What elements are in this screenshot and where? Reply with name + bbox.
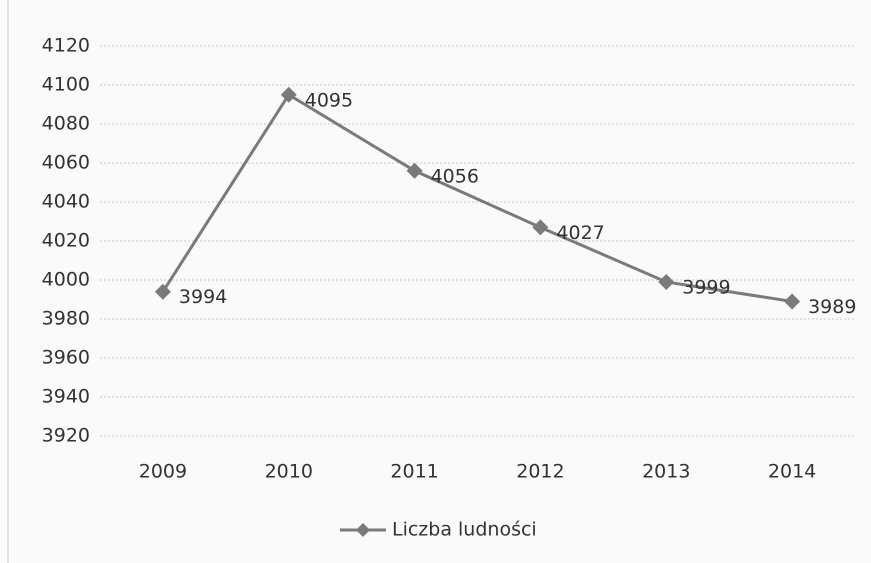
y-tick-label: 4020: [42, 230, 90, 252]
y-tick-label: 3920: [42, 425, 90, 447]
point-marker: [280, 86, 297, 103]
point-marker: [532, 219, 549, 236]
x-tick-label: 2013: [642, 461, 690, 483]
point-marker: [784, 293, 801, 310]
y-tick-label: 3960: [42, 347, 90, 369]
y-tick-label: 4060: [42, 152, 90, 174]
legend-label: Liczba ludności: [392, 519, 537, 541]
x-tick-label: 2010: [265, 461, 313, 483]
data-label: 3999: [682, 276, 730, 298]
y-tick-label: 4080: [42, 113, 90, 135]
y-tick-label: 4120: [42, 35, 90, 57]
y-tick-label: 4040: [42, 191, 90, 213]
x-tick-label: 2011: [390, 461, 438, 483]
x-tick-label: 2014: [768, 461, 816, 483]
series-line: [161, 92, 793, 303]
x-tick-label: 2012: [516, 461, 564, 483]
data-label: 4095: [305, 89, 353, 111]
point-marker: [658, 273, 675, 290]
y-tick-label: 4100: [42, 74, 90, 96]
data-label: 4056: [431, 165, 479, 187]
point-marker: [154, 283, 171, 300]
data-label: 4027: [556, 222, 604, 244]
y-tick-label: 3940: [42, 386, 90, 408]
y-tick-label: 4000: [42, 269, 90, 291]
legend-marker: [356, 523, 370, 537]
point-marker: [406, 162, 423, 179]
data-label: 3994: [179, 286, 227, 308]
data-label: 3989: [808, 296, 856, 318]
y-tick-label: 3980: [42, 308, 90, 330]
x-tick-label: 2009: [139, 461, 187, 483]
